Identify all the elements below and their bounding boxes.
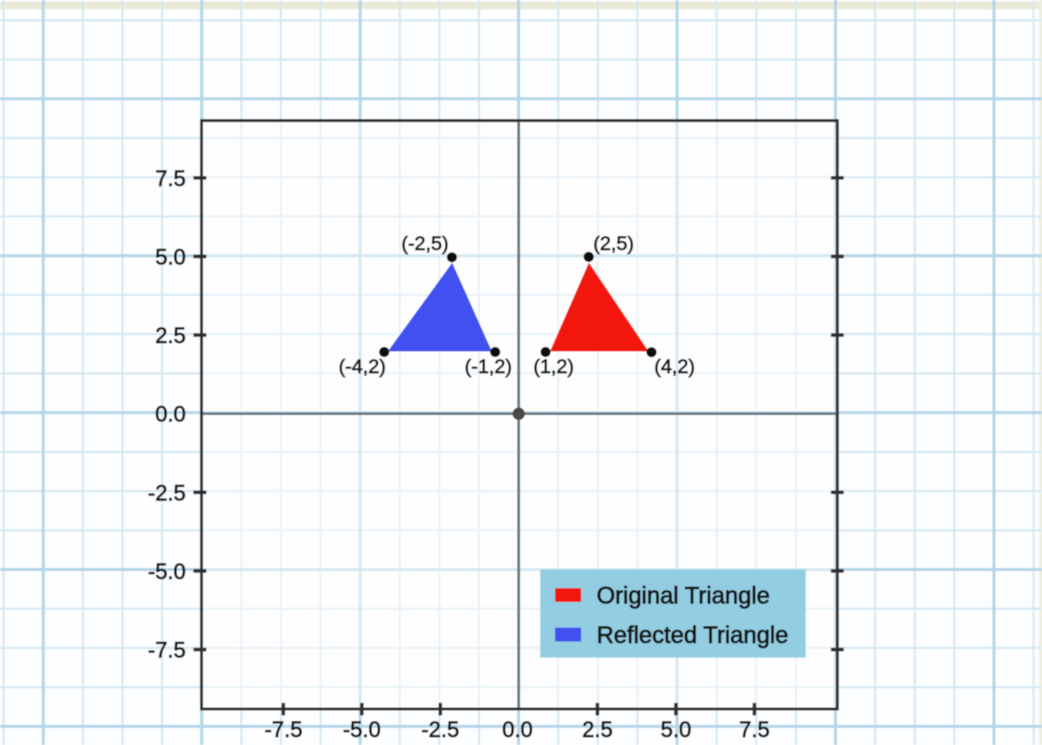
svg-text:5.0: 5.0 — [155, 244, 186, 269]
svg-text:-2.5: -2.5 — [148, 480, 186, 505]
svg-text:7.5: 7.5 — [739, 717, 770, 742]
svg-text:Original Triangle: Original Triangle — [597, 582, 770, 609]
svg-text:-5.0: -5.0 — [148, 559, 186, 584]
svg-text:(2,5): (2,5) — [593, 233, 634, 255]
svg-text:(-4,2): (-4,2) — [339, 356, 386, 378]
svg-text:0.0: 0.0 — [155, 402, 186, 427]
svg-text:Reflected Triangle: Reflected Triangle — [597, 622, 789, 649]
svg-text:5.0: 5.0 — [661, 717, 692, 742]
svg-text:-2.5: -2.5 — [421, 717, 459, 742]
svg-text:-7.5: -7.5 — [265, 717, 303, 742]
svg-text:-5.0: -5.0 — [343, 717, 381, 742]
svg-text:(1,2): (1,2) — [533, 356, 574, 378]
svg-text:2.5: 2.5 — [155, 323, 186, 348]
svg-text:(-2,5): (-2,5) — [401, 233, 448, 255]
svg-text:(-1,2): (-1,2) — [465, 356, 512, 378]
svg-text:0.0: 0.0 — [502, 717, 533, 742]
svg-text:2.5: 2.5 — [582, 717, 613, 742]
svg-text:(4,2): (4,2) — [654, 356, 695, 378]
svg-text:7.5: 7.5 — [155, 166, 186, 191]
svg-text:-7.5: -7.5 — [148, 638, 186, 663]
